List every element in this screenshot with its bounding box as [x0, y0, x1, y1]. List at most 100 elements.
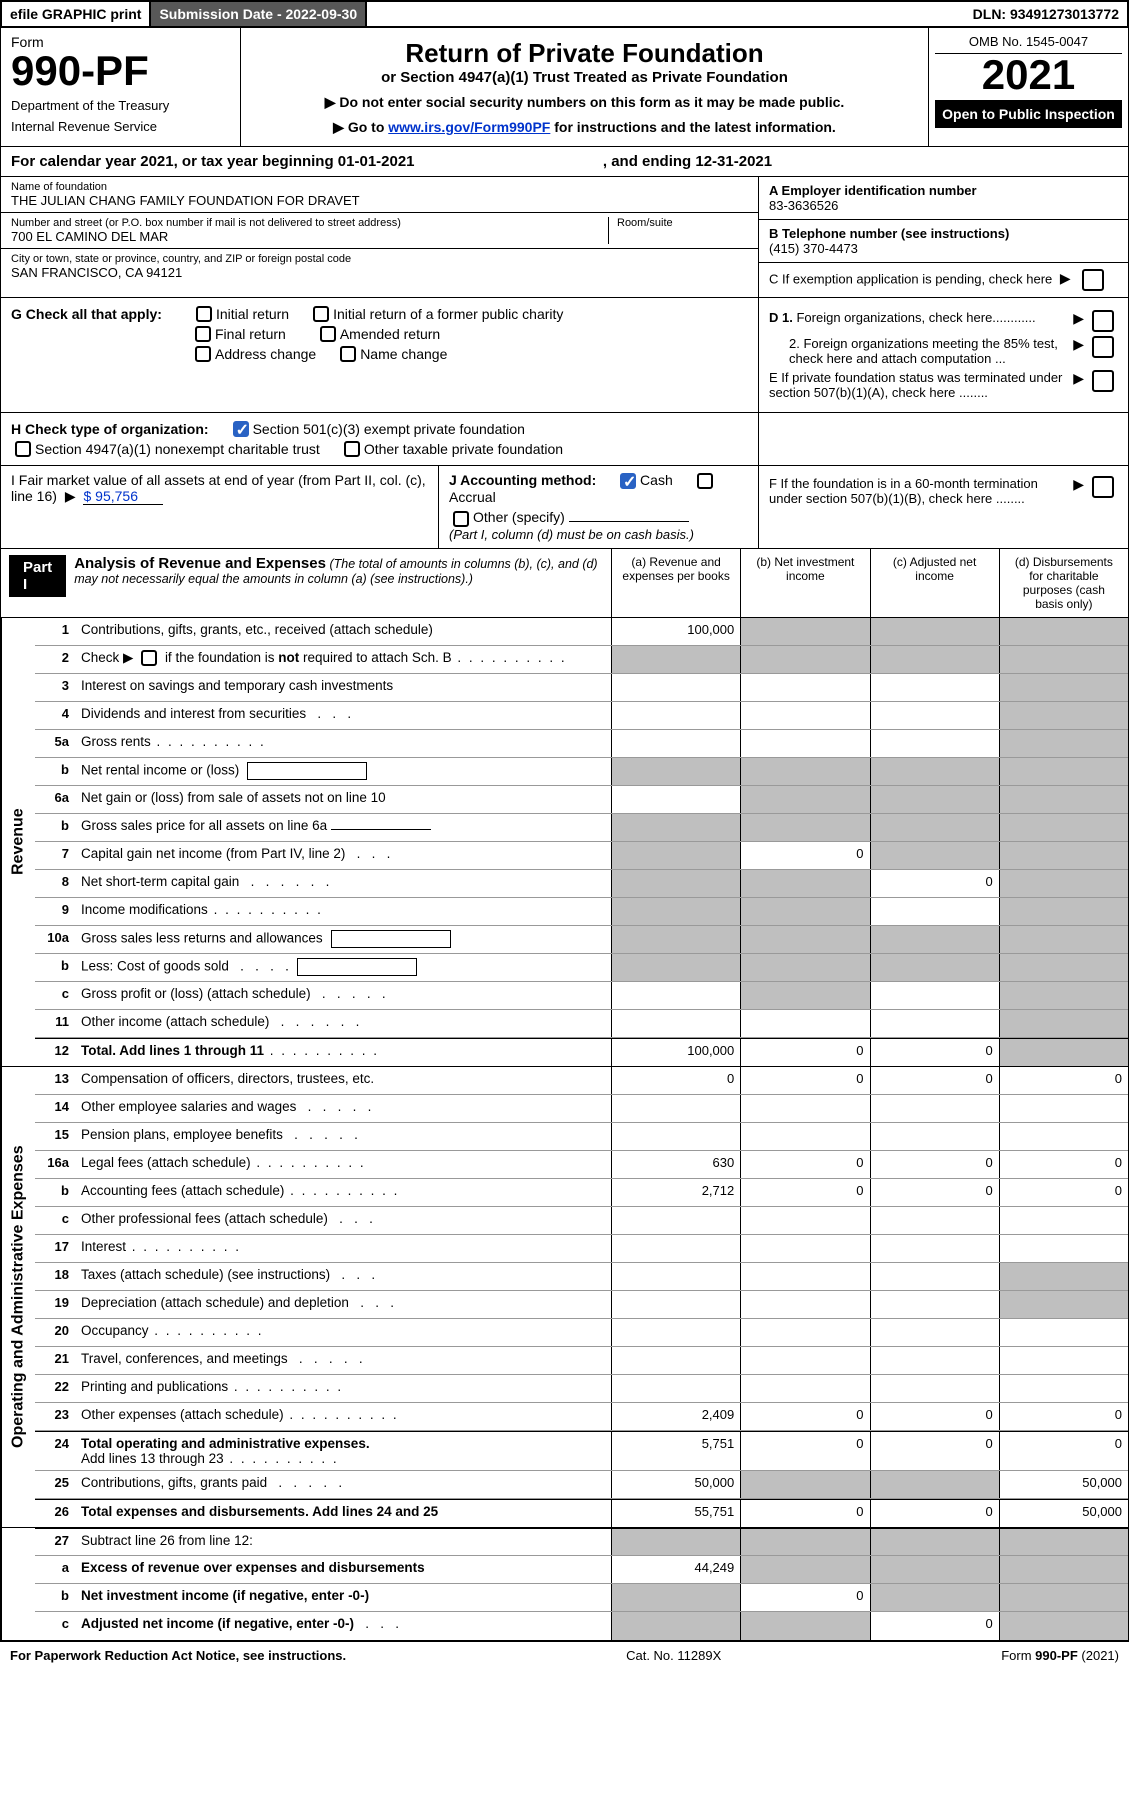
cb-d1[interactable]: [1092, 310, 1114, 332]
cb-name-change[interactable]: [340, 346, 356, 362]
part1-desc: Part I Analysis of Revenue and Expenses …: [1, 549, 611, 617]
line-17: 17Interest: [35, 1235, 1128, 1263]
line-15: 15Pension plans, employee benefits . . .…: [35, 1123, 1128, 1151]
opt-cash: Cash: [640, 472, 673, 488]
d1-row: D 1. Foreign organizations, check here..…: [769, 310, 1118, 332]
revenue-rows: 1Contributions, gifts, grants, etc., rec…: [35, 618, 1128, 1066]
line-20: 20Occupancy: [35, 1319, 1128, 1347]
line-9: 9Income modifications: [35, 898, 1128, 926]
line-8: 8Net short-term capital gain . . . . . .…: [35, 870, 1128, 898]
part1-label: Part I: [9, 555, 66, 597]
header-left: Form 990-PF Department of the Treasury I…: [1, 28, 241, 146]
ein-label: A Employer identification number: [769, 183, 977, 198]
submission-date: Submission Date - 2022-09-30: [151, 2, 367, 26]
city-label: City or town, state or province, country…: [11, 253, 748, 265]
cb-4947[interactable]: [15, 441, 31, 457]
check-section-h: H Check type of organization: Section 50…: [0, 413, 1129, 466]
line-18: 18Taxes (attach schedule) (see instructi…: [35, 1263, 1128, 1291]
line-27b: bNet investment income (if negative, ent…: [35, 1584, 1128, 1612]
room-label: Room/suite: [617, 217, 748, 229]
open-inspection: Open to Public Inspection: [935, 100, 1122, 128]
f-text: F If the foundation is in a 60-month ter…: [769, 476, 1069, 506]
id-left: Name of foundation THE JULIAN CHANG FAMI…: [1, 177, 758, 297]
footer-mid: Cat. No. 11289X: [626, 1648, 721, 1663]
e-text: E If private foundation status was termi…: [769, 370, 1069, 400]
instruct-1: ▶ Do not enter social security numbers o…: [251, 94, 918, 111]
cb-final[interactable]: [195, 326, 211, 342]
arrow-icon: ▶: [1073, 476, 1084, 493]
opt-amended: Amended return: [340, 326, 440, 342]
line-10a: 10aGross sales less returns and allowanc…: [35, 926, 1128, 954]
cb-cash[interactable]: [620, 473, 636, 489]
line-23: 23Other expenses (attach schedule)2,4090…: [35, 1403, 1128, 1431]
line-26: 26Total expenses and disbursements. Add …: [35, 1499, 1128, 1527]
arrow-icon: ▶: [65, 488, 76, 504]
footer-right: Form 990-PF (2021): [1001, 1648, 1119, 1663]
cb-initial-return[interactable]: [196, 306, 212, 322]
top-bar: efile GRAPHIC print Submission Date - 20…: [0, 0, 1129, 28]
line27-grid: 27Subtract line 26 from line 12: aExcess…: [0, 1528, 1129, 1641]
opt-former: Initial return of a former public charit…: [333, 306, 563, 322]
cb-amended[interactable]: [320, 326, 336, 342]
g-label: G Check all that apply:: [11, 306, 162, 322]
c-label: C If exemption application is pending, c…: [769, 271, 1052, 286]
line-16b: bAccounting fees (attach schedule)2,7120…: [35, 1179, 1128, 1207]
line-16c: cOther professional fees (attach schedul…: [35, 1207, 1128, 1235]
check-section-g: G Check all that apply: Initial return I…: [0, 298, 1129, 413]
j-block: J Accounting method: Cash Accrual Other …: [438, 466, 758, 548]
phone-label: B Telephone number (see instructions): [769, 226, 1009, 241]
opt-4947: Section 4947(a)(1) nonexempt charitable …: [35, 441, 320, 457]
cb-d2[interactable]: [1092, 336, 1114, 358]
line-2: 2Check ▶ if the foundation is not requir…: [35, 646, 1128, 674]
line-1: 1Contributions, gifts, grants, etc., rec…: [35, 618, 1128, 646]
d1-text: Foreign organizations, check here.......…: [796, 310, 1035, 325]
line-27a: aExcess of revenue over expenses and dis…: [35, 1556, 1128, 1584]
h-label: H Check type of organization:: [11, 421, 209, 437]
cb-e[interactable]: [1092, 370, 1114, 392]
addr-label: Number and street (or P.O. box number if…: [11, 217, 608, 229]
cal-year-mid: , and ending 12-31-2021: [603, 153, 772, 170]
address-row: Number and street (or P.O. box number if…: [1, 213, 758, 249]
line-10b: bLess: Cost of goods sold . . . .: [35, 954, 1128, 982]
irs-link[interactable]: www.irs.gov/Form990PF: [388, 119, 550, 135]
line-7: 7Capital gain net income (from Part IV, …: [35, 842, 1128, 870]
cb-addr-change[interactable]: [195, 346, 211, 362]
form-title: Return of Private Foundation: [251, 38, 918, 69]
line-5a: 5aGross rents: [35, 730, 1128, 758]
cal-year-pre: For calendar year 2021, or tax year begi…: [11, 153, 415, 170]
opt-name: Name change: [360, 346, 447, 362]
ein-row: A Employer identification number 83-3636…: [759, 177, 1128, 220]
line-4: 4Dividends and interest from securities …: [35, 702, 1128, 730]
col-a-header: (a) Revenue and expenses per books: [611, 549, 740, 617]
calendar-year-row: For calendar year 2021, or tax year begi…: [0, 147, 1129, 177]
id-right: A Employer identification number 83-3636…: [758, 177, 1128, 297]
page-footer: For Paperwork Reduction Act Notice, see …: [0, 1641, 1129, 1669]
cb-501c3[interactable]: [233, 421, 249, 437]
header-center: Return of Private Foundation or Section …: [241, 28, 928, 146]
cb-f[interactable]: [1092, 476, 1114, 498]
line-6a: 6aNet gain or (loss) from sale of assets…: [35, 786, 1128, 814]
col-d-header: (d) Disbursements for charitable purpose…: [999, 549, 1128, 617]
opt-addr: Address change: [215, 346, 316, 362]
efile-label[interactable]: efile GRAPHIC print: [2, 2, 151, 26]
cb-other-method[interactable]: [453, 511, 469, 527]
arrow-icon: ▶: [1073, 370, 1084, 387]
line-6b: bGross sales price for all assets on lin…: [35, 814, 1128, 842]
c-checkbox[interactable]: [1082, 269, 1104, 291]
instr2-post: for instructions and the latest informat…: [550, 119, 835, 135]
revenue-side-label: Revenue: [1, 618, 35, 1066]
j-note: (Part I, column (d) must be on cash basi…: [449, 527, 748, 542]
h-right-empty: [758, 413, 1128, 465]
instr2-pre: ▶ Go to: [333, 119, 388, 135]
line-16a: 16aLegal fees (attach schedule)630000: [35, 1151, 1128, 1179]
expenses-rows: 13Compensation of officers, directors, t…: [35, 1067, 1128, 1527]
opt-other-method: Other (specify): [473, 509, 565, 525]
j-label: J Accounting method:: [449, 472, 596, 488]
cb-schb[interactable]: [141, 650, 157, 666]
city-state-zip: SAN FRANCISCO, CA 94121: [11, 265, 748, 280]
line-27c: cAdjusted net income (if negative, enter…: [35, 1612, 1128, 1640]
cb-other-tax[interactable]: [344, 441, 360, 457]
cb-initial-former[interactable]: [313, 306, 329, 322]
line-22: 22Printing and publications: [35, 1375, 1128, 1403]
cb-accrual[interactable]: [697, 473, 713, 489]
